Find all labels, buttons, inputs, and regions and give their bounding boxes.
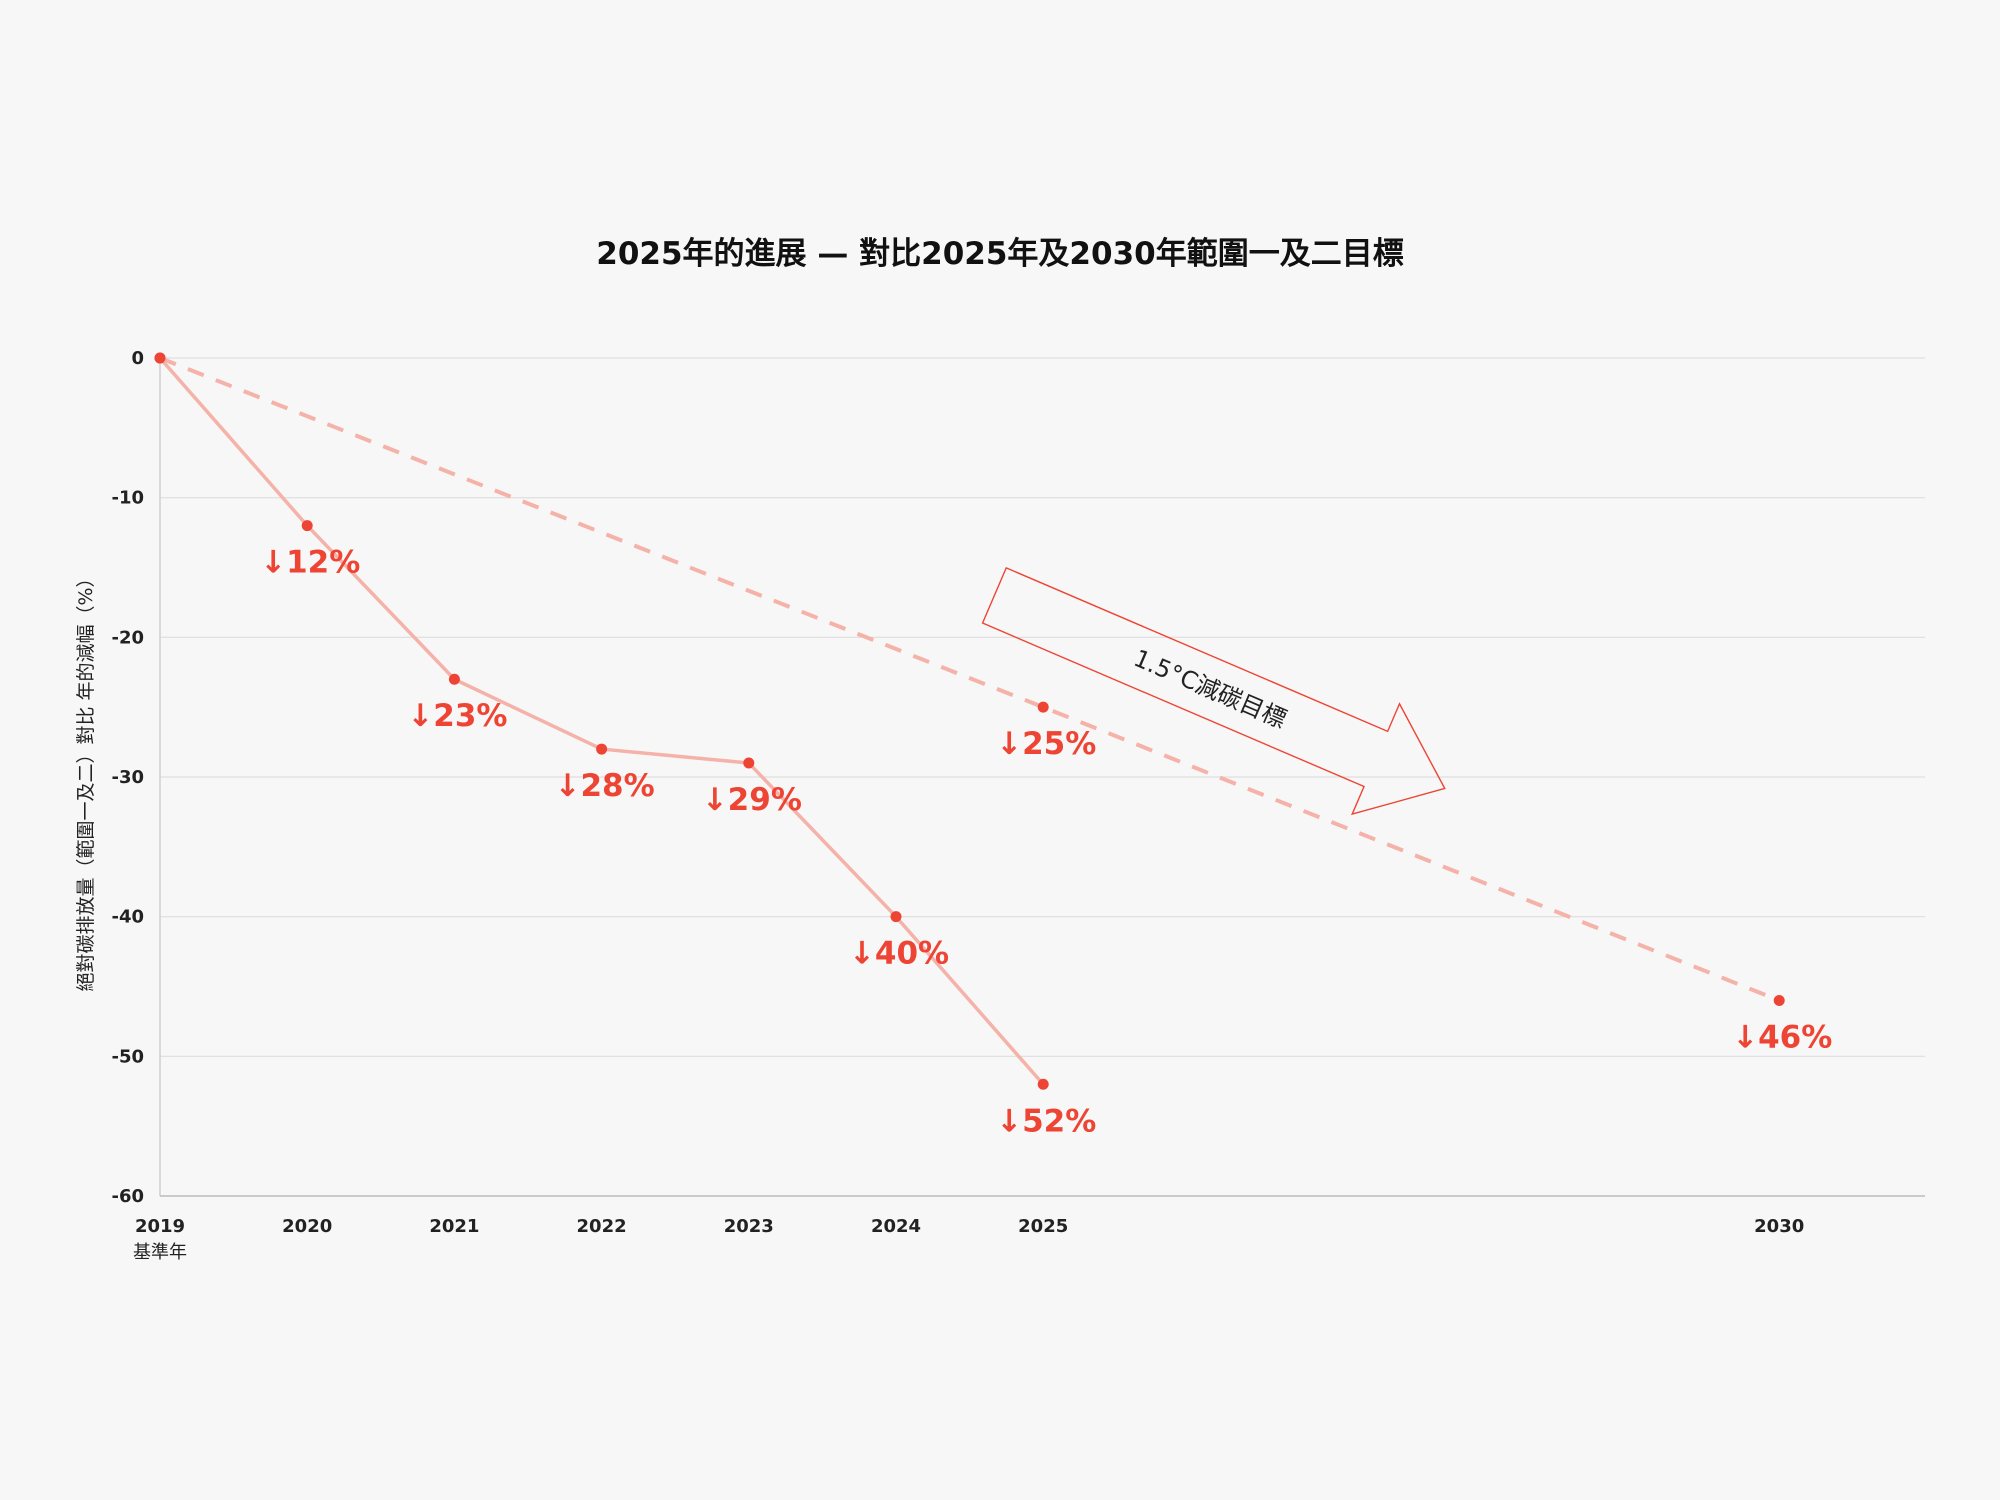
- target-arrow: 1.5°C減碳目標: [981, 566, 1446, 816]
- x-tick-label: 2023: [724, 1216, 774, 1237]
- actual-series-point: [1037, 1078, 1049, 1090]
- y-tick-label: -60: [111, 1186, 144, 1207]
- actual-data-label: ↓23%: [407, 698, 507, 734]
- target-data-label: ↓46%: [1732, 1019, 1832, 1055]
- actual-data-label: ↓12%: [260, 545, 360, 581]
- y-tick-label: -40: [111, 907, 144, 928]
- x-tick-label: 2020: [282, 1216, 332, 1237]
- x-tick-label: 2025: [1018, 1216, 1068, 1237]
- y-tick-label: -30: [111, 767, 144, 788]
- target-series-line: [159, 356, 1780, 1003]
- y-tick-label: 0: [131, 348, 144, 369]
- actual-series-point: [596, 743, 608, 755]
- actual-series-point: [743, 757, 755, 769]
- x-tick-label: 2030: [1754, 1216, 1804, 1237]
- y-axis-label: 絕對碳排放量（範圍一及二）對比 年的減幅（%）: [75, 568, 97, 991]
- actual-data-label: ↓29%: [702, 782, 802, 818]
- x-tick-label: 2024: [871, 1216, 921, 1237]
- target-arrow-shape: [981, 566, 1446, 816]
- target-series-point: [154, 352, 166, 364]
- x-tick-sublabel: 基準年: [133, 1242, 187, 1263]
- actual-data-label: ↓28%: [555, 768, 655, 804]
- x-tick-label: 2019: [135, 1216, 185, 1237]
- chart-title: 2025年的進展 — 對比2025年及2030年範圍一及二目標: [596, 236, 1404, 272]
- actual-series-line: [158, 356, 1045, 1086]
- y-tick-label: -20: [111, 627, 144, 648]
- actual-series-point: [301, 520, 313, 532]
- y-tick-label: -50: [111, 1046, 144, 1067]
- actual-data-label: ↓52%: [996, 1103, 1096, 1139]
- actual-series-point: [448, 673, 460, 685]
- y-tick-label: -10: [111, 488, 144, 509]
- target-series-point: [1773, 994, 1785, 1006]
- actual-series-point: [890, 911, 902, 923]
- actual-data-label: ↓40%: [849, 936, 949, 972]
- x-tick-label: 2021: [429, 1216, 479, 1237]
- x-tick-label: 2022: [577, 1216, 627, 1237]
- target-series-point: [1037, 701, 1049, 713]
- target-data-label: ↓25%: [996, 726, 1096, 762]
